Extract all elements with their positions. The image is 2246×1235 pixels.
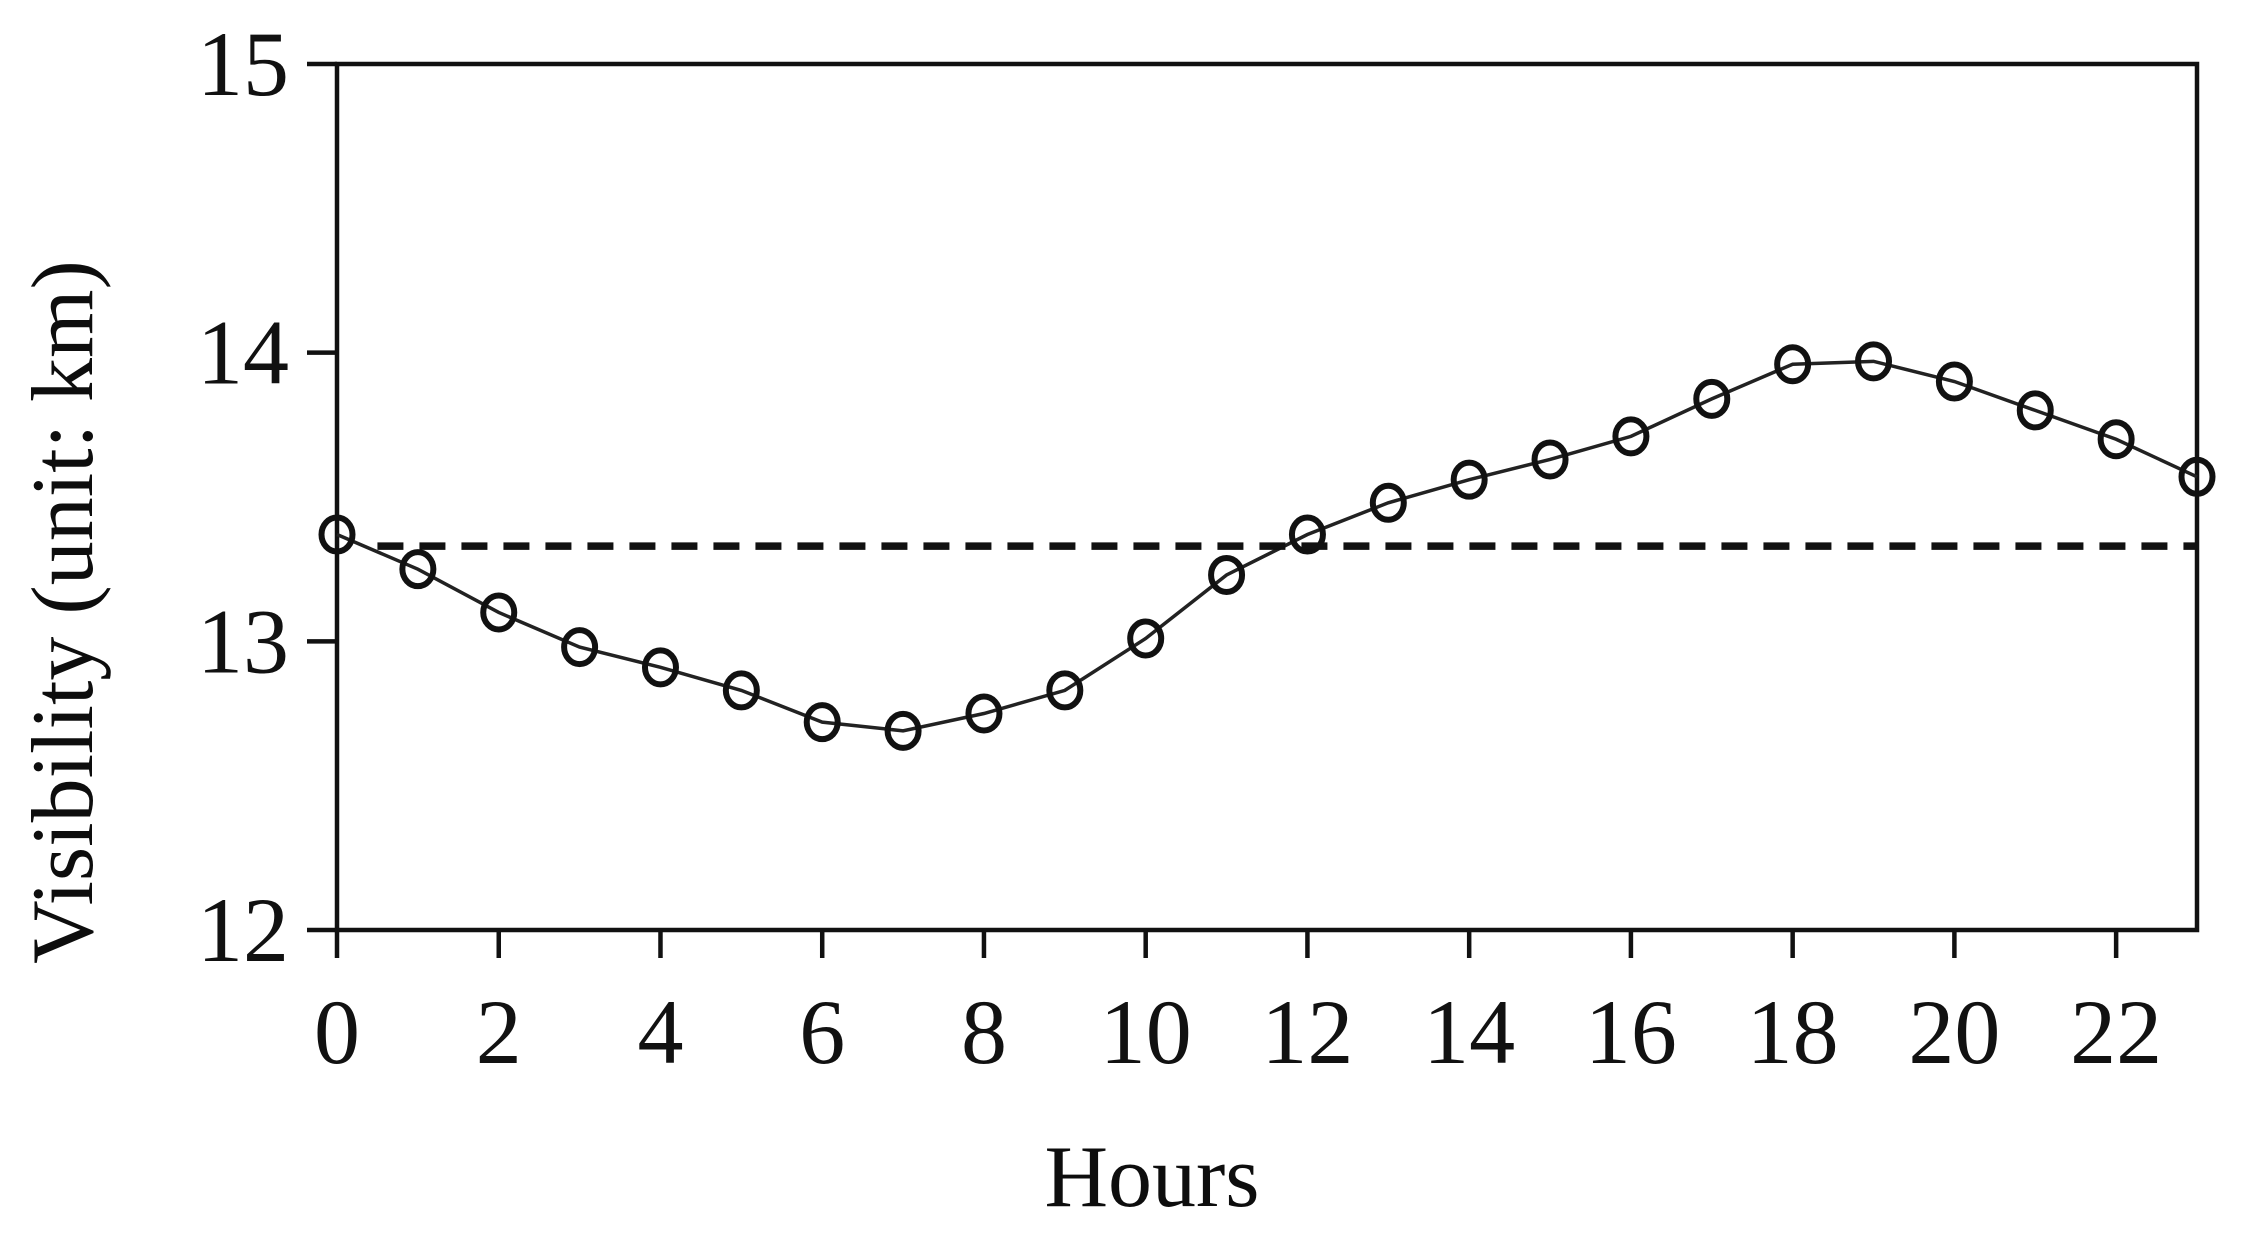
x-tick-label: 0 bbox=[314, 981, 360, 1083]
x-axis-title: Hours bbox=[1044, 1129, 1260, 1226]
y-tick-label: 13 bbox=[197, 590, 289, 692]
y-tick-label: 14 bbox=[197, 302, 289, 404]
data-point-marker bbox=[803, 702, 841, 743]
data-point-marker bbox=[1531, 439, 1569, 480]
data-point-marker bbox=[884, 710, 922, 751]
data-point-marker bbox=[1288, 514, 1326, 555]
data-point-marker bbox=[399, 549, 437, 590]
y-axis-title: Visibility (unit: km) bbox=[15, 260, 112, 964]
x-tick-label: 12 bbox=[1261, 981, 1353, 1083]
x-tick-label: 6 bbox=[799, 981, 845, 1083]
x-tick-label: 16 bbox=[1585, 981, 1677, 1083]
x-tick-label: 18 bbox=[1747, 981, 1839, 1083]
x-tick-label: 2 bbox=[476, 981, 522, 1083]
data-point-marker bbox=[480, 592, 518, 633]
y-tick-label: 12 bbox=[197, 879, 289, 981]
x-tick-label: 14 bbox=[1423, 981, 1515, 1083]
data-point-marker bbox=[1693, 378, 1731, 419]
data-point-marker bbox=[2178, 456, 2216, 497]
data-point-marker bbox=[1855, 341, 1893, 382]
x-tick-label: 10 bbox=[1100, 981, 1192, 1083]
data-point-marker bbox=[2016, 390, 2054, 431]
x-tick-label: 8 bbox=[961, 981, 1007, 1083]
data-point-marker bbox=[965, 693, 1003, 734]
x-tick-label: 20 bbox=[1908, 981, 2000, 1083]
data-point-marker bbox=[1369, 482, 1407, 523]
data-point-marker bbox=[1612, 416, 1650, 457]
data-point-marker bbox=[1774, 344, 1812, 385]
data-point-marker bbox=[1046, 670, 1084, 711]
data-point-marker bbox=[1208, 554, 1246, 595]
y-tick-label: 15 bbox=[197, 13, 289, 115]
data-point-marker bbox=[2097, 419, 2135, 460]
data-point-marker bbox=[722, 670, 760, 711]
data-point-marker bbox=[561, 627, 599, 668]
data-point-marker bbox=[1450, 459, 1488, 500]
data-point-marker bbox=[318, 514, 356, 555]
x-tick-label: 22 bbox=[2070, 981, 2162, 1083]
x-tick-label: 4 bbox=[637, 981, 683, 1083]
plot-border bbox=[334, 61, 2200, 933]
data-point-marker bbox=[641, 647, 679, 688]
data-point-marker bbox=[1127, 618, 1165, 659]
data-point-marker bbox=[1935, 361, 1973, 402]
